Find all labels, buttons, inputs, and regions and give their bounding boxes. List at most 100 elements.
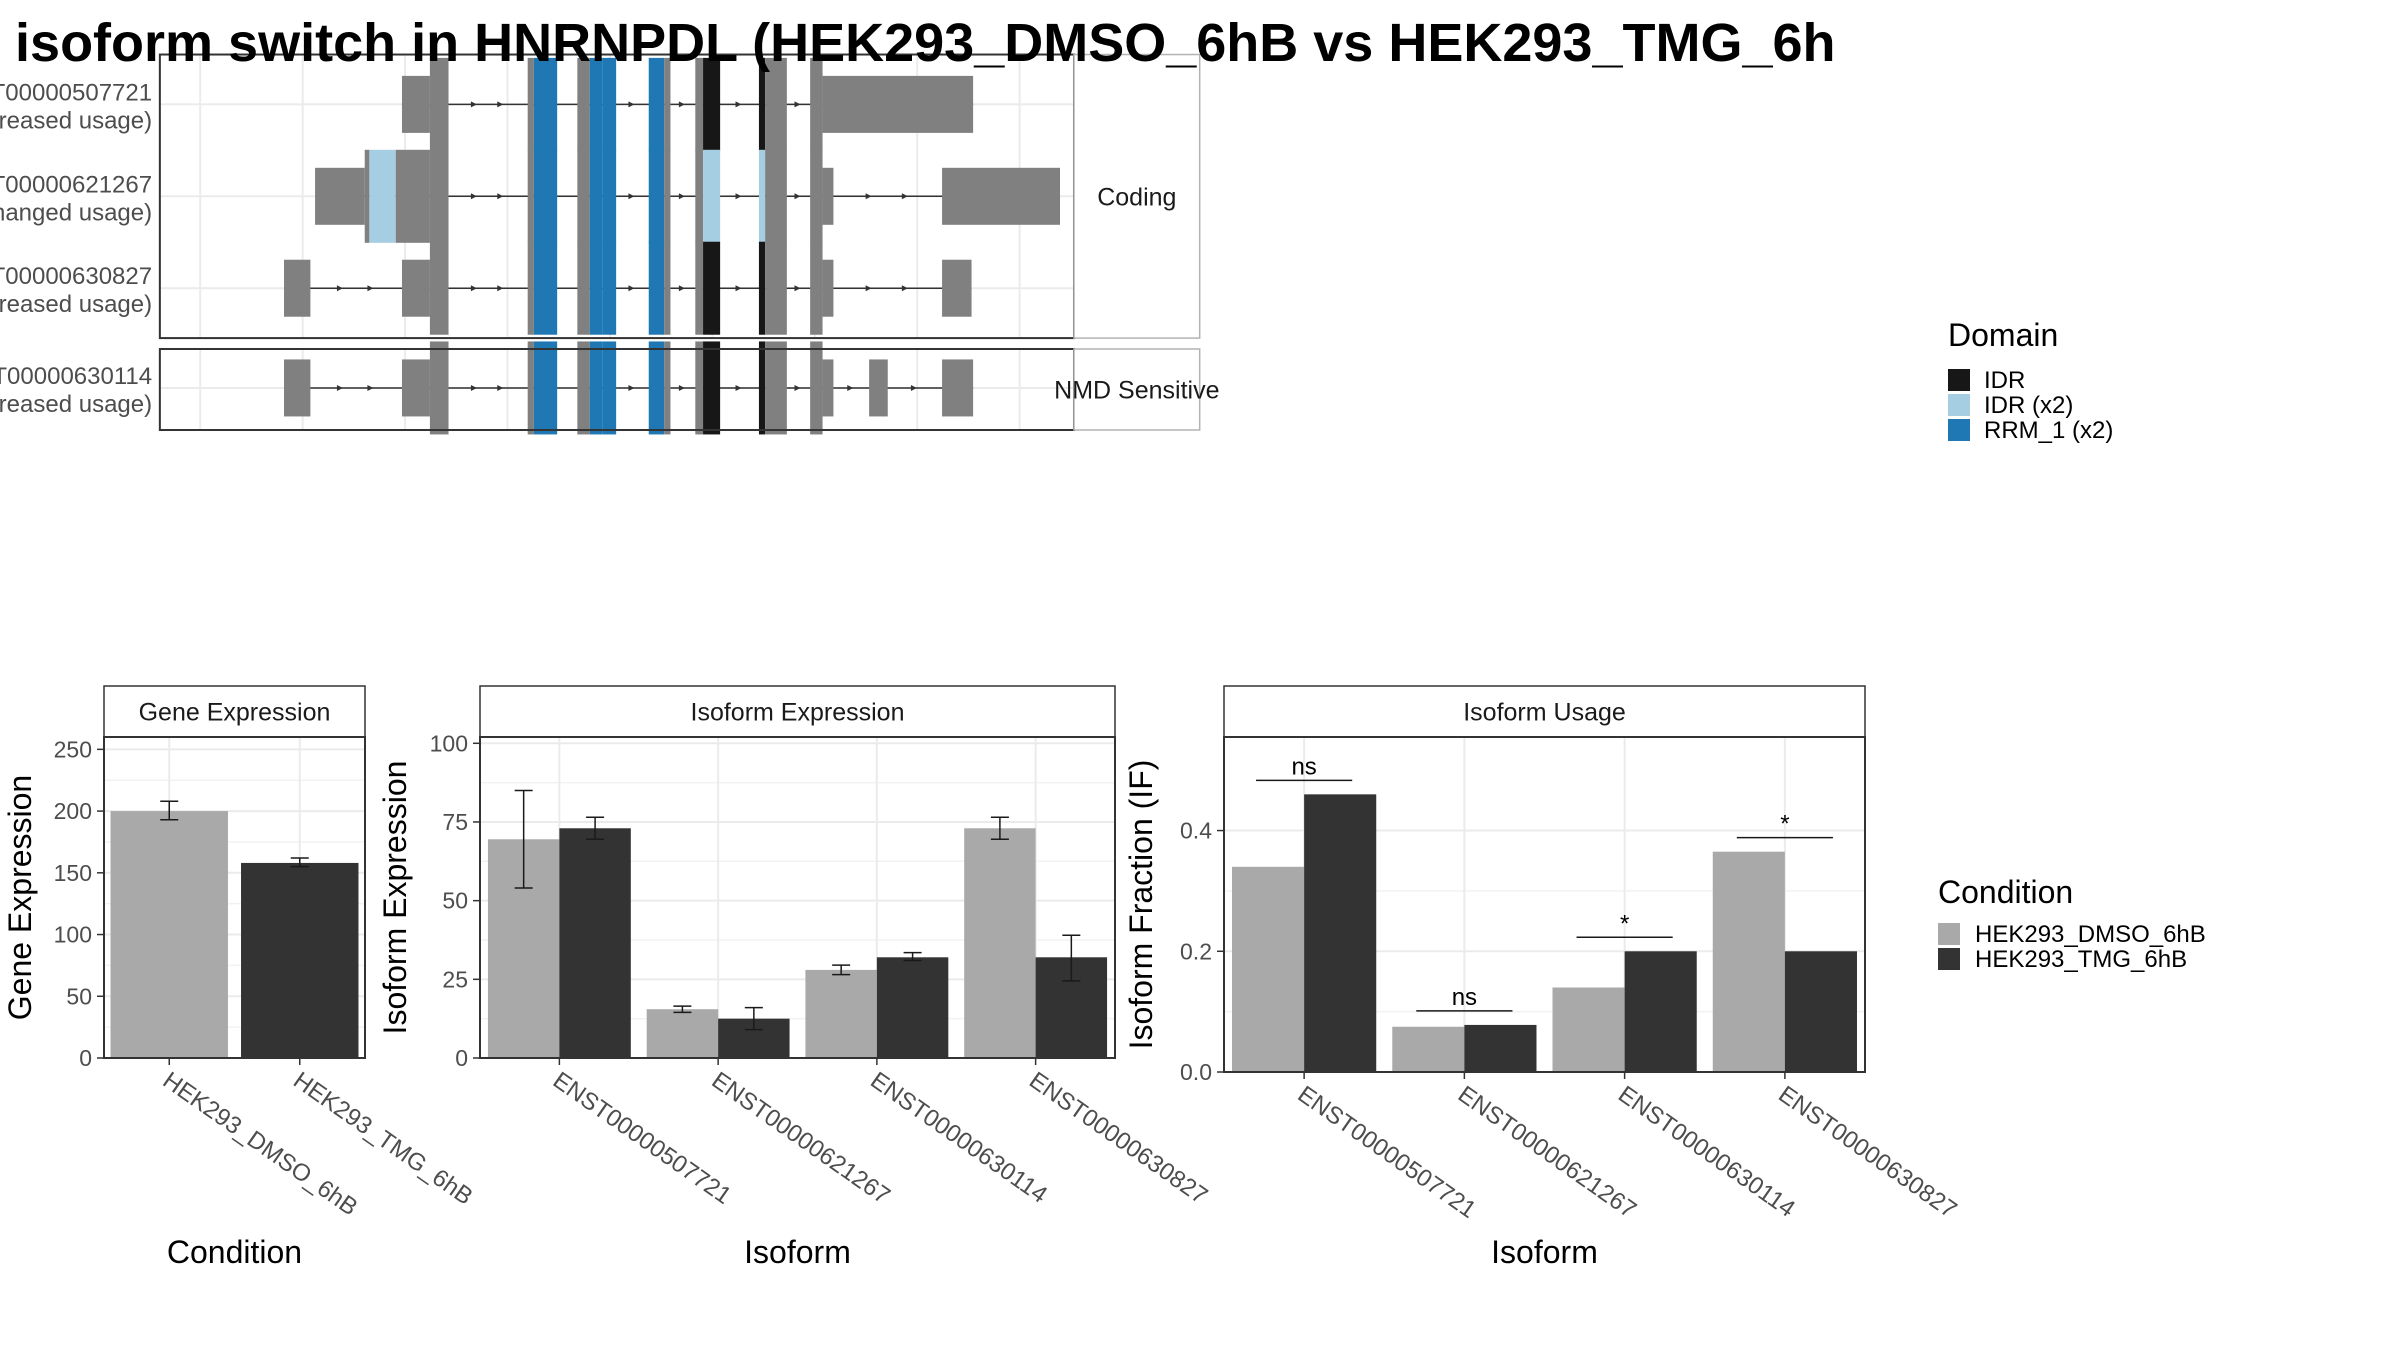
transcript-usage-note: (Increased usage) <box>0 107 152 134</box>
intron-arrow <box>735 384 742 391</box>
transcript-usage-note: (Decreased usage) <box>0 291 152 318</box>
structure-panel-bg <box>159 348 1074 431</box>
panel-strip <box>1223 685 1866 738</box>
transcript-usage-note: (Increased usage) <box>0 391 152 418</box>
intron-arrow <box>678 285 685 292</box>
domain-legend-key <box>1948 369 1970 391</box>
y-tick-label: 75 <box>442 809 468 835</box>
bar <box>1464 1024 1537 1072</box>
bar <box>1232 866 1305 1072</box>
exon-rrm <box>533 149 558 243</box>
bar <box>110 811 228 1058</box>
exon-cds <box>395 149 430 243</box>
intron-arrow <box>735 101 742 108</box>
intron-arrow <box>794 384 801 391</box>
y-tick-label: 100 <box>54 922 92 948</box>
intron-arrow <box>678 193 685 200</box>
intron-arrow <box>470 193 477 200</box>
facet-strip <box>1073 348 1201 431</box>
intron-arrow <box>497 101 504 108</box>
exon-cds <box>429 57 449 151</box>
exon-cds <box>664 149 671 243</box>
exon-cds <box>695 241 704 335</box>
bar <box>964 828 1036 1058</box>
exon-cds <box>577 149 590 243</box>
exon-utr <box>401 259 430 317</box>
y-tick-label: 0.0 <box>1180 1059 1212 1085</box>
intron-arrow <box>794 193 801 200</box>
transcript-id: ENST00000630827 <box>0 263 152 290</box>
exon-cds <box>527 57 534 151</box>
exon-rrm <box>648 341 665 435</box>
exon-idr <box>703 341 721 435</box>
condition-legend-title: Condition <box>1938 874 2073 910</box>
condition-legend-label: HEK293_DMSO_6hB <box>1975 921 2206 948</box>
intron-arrow <box>678 101 685 108</box>
x-axis-title: Isoform <box>744 1234 851 1270</box>
y-tick-label: 0 <box>79 1045 92 1071</box>
intron-arrow <box>470 101 477 108</box>
intron-arrow <box>336 285 343 292</box>
exon-cds <box>695 149 704 243</box>
y-tick-label: 50 <box>66 983 92 1009</box>
intron-arrow <box>901 193 908 200</box>
isoform-usage-panel: Isoform UsagensENST00000507721nsENST0000… <box>1123 685 1962 1270</box>
exon-rrm <box>602 57 617 151</box>
exon-cds <box>527 149 534 243</box>
exon-idr_x2 <box>369 149 396 243</box>
exon-cds <box>810 241 823 335</box>
exon-cds <box>810 341 823 435</box>
exon-utr <box>284 359 311 417</box>
facet-strip-label: NMD Sensitive <box>1054 377 1219 405</box>
condition-legend-key <box>1938 948 1960 970</box>
intron-arrow <box>678 384 685 391</box>
panel-strip-label: Isoform Expression <box>691 699 905 727</box>
exon-cds <box>695 341 704 435</box>
exon-utr <box>284 259 311 317</box>
exon-rrm <box>648 149 665 243</box>
y-axis-title: Gene Expression <box>2 775 38 1020</box>
panel-strip <box>103 685 366 738</box>
exon-rrm <box>602 149 617 243</box>
intron-arrow <box>628 193 635 200</box>
y-tick-label: 0 <box>455 1045 468 1071</box>
significance-label: ns <box>1452 984 1477 1011</box>
exon-cds <box>810 149 823 243</box>
y-axis-title: Isoform Fraction (IF) <box>1123 760 1159 1050</box>
exon-cds <box>765 241 787 335</box>
exon-rrm <box>602 341 617 435</box>
intron-arrow <box>794 285 801 292</box>
panel-strip-label: Isoform Usage <box>1463 699 1626 727</box>
panel-strip-label: Gene Expression <box>139 699 331 727</box>
exon-cds <box>664 57 671 151</box>
domain-legend-label: IDR <box>1984 367 2025 394</box>
exon-rrm <box>648 241 665 335</box>
panel-border <box>1223 736 1866 1073</box>
exon-cds <box>765 57 787 151</box>
exon-utr <box>822 75 974 133</box>
intron-arrow <box>865 193 872 200</box>
bar <box>241 862 359 1058</box>
y-tick-label: 100 <box>430 730 468 756</box>
intron-arrow <box>794 101 801 108</box>
domain-legend-label: RRM_1 (x2) <box>1984 417 2113 444</box>
intron-arrow <box>910 384 917 391</box>
exon-utr <box>822 167 834 225</box>
bar <box>1392 1026 1465 1072</box>
condition-legend-key <box>1938 923 1960 945</box>
intron-arrow <box>497 285 504 292</box>
intron-arrow <box>628 101 635 108</box>
bar <box>1624 951 1697 1072</box>
exon-rrm <box>533 341 558 435</box>
intron-arrow <box>735 193 742 200</box>
exon-cds <box>364 149 370 243</box>
transcript-id: ENST00000621267 <box>0 171 152 198</box>
bar <box>1304 794 1377 1072</box>
y-tick-label: 50 <box>442 888 468 914</box>
isoform-expression-panel: Isoform ExpressionENST00000507721ENST000… <box>377 685 1212 1270</box>
exon-rrm <box>589 57 603 151</box>
bar <box>559 828 631 1058</box>
exon-rrm <box>533 57 558 151</box>
